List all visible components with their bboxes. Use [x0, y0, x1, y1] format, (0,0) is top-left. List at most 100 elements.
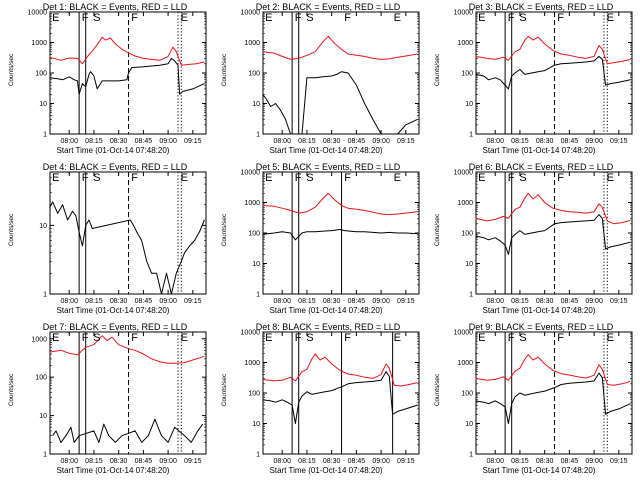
- interval-label: F: [557, 172, 564, 184]
- y-tick-label: 1: [469, 292, 473, 299]
- interval-label: E: [52, 332, 59, 344]
- y-tick-label: 1: [256, 132, 260, 139]
- interval-label: E: [181, 332, 188, 344]
- x-tick-label: 09:15: [184, 138, 202, 145]
- plot-frame: [49, 171, 207, 295]
- interval-label: S: [93, 12, 100, 24]
- panel-title: Det 2: BLACK = Events, RED = LLD: [256, 2, 401, 12]
- interval-label: S: [519, 12, 526, 24]
- x-tick-label: 08:30: [110, 458, 128, 465]
- x-tick-label: 09:00: [372, 298, 390, 305]
- x-tick-label: 08:45: [135, 298, 153, 305]
- x-tick-label: 09:00: [159, 138, 177, 145]
- y-tick-label: 100: [248, 71, 260, 78]
- x-tick-label: 08:45: [561, 458, 579, 465]
- interval-label: S: [93, 332, 100, 344]
- interval-label: E: [181, 12, 188, 24]
- interval-label: F: [344, 12, 351, 24]
- y-tick-label: 1000: [457, 360, 473, 367]
- x-tick-label: 08:15: [298, 298, 316, 305]
- panel-title: Det 3: BLACK = Events, RED = LLD: [469, 2, 614, 12]
- x-tick-label: 08:15: [511, 298, 529, 305]
- panel-title: Det 1: BLACK = Events, RED = LLD: [43, 2, 188, 12]
- interval-label: F: [82, 332, 89, 344]
- series-line-lld: [475, 354, 631, 386]
- y-axis-label: Counts/sec: [434, 213, 441, 246]
- panel-title: Det 7: BLACK = Events, RED = LLD: [43, 322, 188, 332]
- series-line-events: [52, 418, 204, 443]
- x-axis-label: Start Time (01-Oct-14 07:48:20): [483, 146, 596, 155]
- y-axis-label: Counts/sec: [221, 53, 228, 86]
- series-line-events: [49, 57, 205, 95]
- y-tick-label: 10: [465, 261, 473, 268]
- interval-label: S: [306, 172, 313, 184]
- panel-det-2: Det 2: BLACK = Events, RED = LLD Counts/…: [221, 2, 420, 155]
- x-tick-label: 09:00: [585, 138, 603, 145]
- y-axis-label: Counts/sec: [8, 373, 15, 406]
- x-tick-label: 08:45: [561, 138, 579, 145]
- y-tick-label: 1: [256, 452, 260, 459]
- y-tick-label: 100: [248, 391, 260, 398]
- interval-label: F: [295, 332, 302, 344]
- x-tick-label: 09:15: [184, 458, 202, 465]
- y-axis-label: Counts/sec: [434, 53, 441, 86]
- y-tick-label: 100: [248, 231, 260, 238]
- y-tick-label: 1: [256, 292, 260, 299]
- y-axis-label: Counts/sec: [221, 373, 228, 406]
- x-axis-label: Start Time (01-Oct-14 07:48:20): [57, 146, 170, 155]
- panel-det-8: Det 8: BLACK = Events, RED = LLD Counts/…: [221, 322, 420, 475]
- interval-label: E: [265, 332, 272, 344]
- y-tick-label: 1000: [31, 40, 47, 47]
- x-tick-label: 08:30: [323, 298, 341, 305]
- series-line-lld: [49, 36, 205, 66]
- interval-label: F: [344, 332, 351, 344]
- x-tick-label: 09:15: [184, 298, 202, 305]
- y-tick-label: 10000: [454, 330, 474, 337]
- x-axis-label: Start Time (01-Oct-14 07:48:20): [270, 146, 383, 155]
- x-tick-label: 08:45: [348, 298, 366, 305]
- interval-label: F: [295, 12, 302, 24]
- x-tick-label: 09:15: [397, 298, 415, 305]
- x-axis-label: Start Time (01-Oct-14 07:48:20): [57, 306, 170, 315]
- series-line-events: [262, 371, 418, 424]
- interval-label: E: [181, 172, 188, 184]
- x-tick-label: 08:00: [486, 138, 504, 145]
- interval-label: E: [394, 12, 401, 24]
- x-tick-label: 08:00: [273, 138, 291, 145]
- plot-frame: [49, 331, 207, 455]
- interval-label: E: [478, 172, 485, 184]
- x-tick-label: 08:15: [85, 138, 103, 145]
- x-tick-label: 08:00: [486, 298, 504, 305]
- x-tick-label: 09:15: [397, 138, 415, 145]
- x-axis-label: Start Time (01-Oct-14 07:48:20): [270, 306, 383, 315]
- x-tick-label: 09:00: [585, 458, 603, 465]
- interval-label: E: [607, 12, 614, 24]
- y-tick-label: 100: [35, 375, 47, 382]
- panel-det-6: Det 6: BLACK = Events, RED = LLD Counts/…: [434, 162, 633, 315]
- y-tick-label: 10000: [241, 330, 261, 337]
- y-tick-label: 10: [252, 101, 260, 108]
- panel-det-5: Det 5: BLACK = Events, RED = LLD Counts/…: [221, 162, 420, 315]
- x-tick-label: 09:00: [585, 298, 603, 305]
- interval-label: F: [82, 12, 89, 24]
- x-tick-label: 08:45: [135, 458, 153, 465]
- panel-det-1: Det 1: BLACK = Events, RED = LLD Counts/…: [8, 2, 207, 155]
- panel-title: Det 8: BLACK = Events, RED = LLD: [256, 322, 401, 332]
- series-line-lld: [262, 353, 418, 387]
- series-line-events: [49, 201, 205, 295]
- series-line-events: [475, 214, 631, 255]
- y-tick-label: 10: [252, 261, 260, 268]
- y-tick-label: 10: [39, 223, 47, 230]
- x-tick-label: 08:15: [85, 458, 103, 465]
- y-tick-label: 100: [461, 231, 473, 238]
- y-tick-label: 10000: [454, 10, 474, 17]
- y-tick-label: 10: [252, 421, 260, 428]
- y-tick-label: 1000: [457, 200, 473, 207]
- x-tick-label: 08:00: [273, 458, 291, 465]
- x-tick-label: 08:00: [486, 458, 504, 465]
- x-tick-label: 08:45: [348, 138, 366, 145]
- x-tick-label: 08:15: [511, 138, 529, 145]
- x-tick-label: 08:30: [323, 138, 341, 145]
